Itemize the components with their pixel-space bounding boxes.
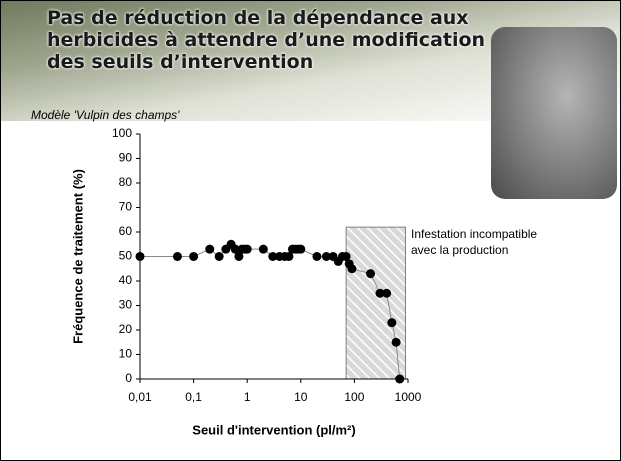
x-tick-label: 0,01 — [128, 390, 152, 404]
data-point — [172, 252, 182, 261]
data-point — [391, 337, 401, 347]
y-axis-title: Fréquence de traitement (%) — [70, 169, 85, 344]
photo — [491, 27, 617, 199]
y-tick-label: 60 — [119, 224, 133, 238]
data-point — [205, 244, 215, 254]
y-tick-label: 40 — [119, 273, 133, 287]
data-point — [375, 288, 385, 298]
hatched-region — [345, 226, 406, 380]
data-point — [230, 244, 240, 254]
x-tick-label: 1 — [244, 390, 251, 404]
data-point — [135, 252, 145, 261]
data-point — [341, 252, 351, 261]
y-tick-label: 10 — [119, 347, 133, 361]
y-tick-label: 30 — [119, 298, 133, 312]
y-tick-label: 80 — [119, 175, 133, 189]
y-tick-label: 90 — [119, 151, 133, 165]
annotation: Infestation incompatible — [411, 227, 537, 241]
data-point — [395, 374, 405, 384]
data-point — [234, 252, 244, 261]
data-point — [268, 252, 278, 261]
data-point — [387, 318, 397, 328]
data-point — [312, 252, 322, 261]
y-tick-label: 100 — [112, 126, 132, 140]
data-point — [347, 264, 357, 274]
data-point — [321, 252, 331, 261]
x-tick-label: 1000 — [395, 390, 422, 404]
slide-title: Pas de réduction de la dépendance aux he… — [47, 7, 486, 73]
annotation: avec la production — [411, 243, 508, 257]
x-tick-label: 100 — [344, 390, 364, 404]
y-tick-label: 0 — [125, 371, 132, 385]
data-point — [284, 252, 294, 261]
data-point — [366, 269, 376, 279]
x-tick-label: 10 — [294, 390, 308, 404]
x-tick-label: 0,1 — [185, 390, 202, 404]
data-point — [189, 252, 199, 261]
data-point — [214, 252, 224, 261]
x-axis-title: Seuil d'intervention (pl/m²) — [192, 422, 355, 437]
y-tick-label: 20 — [119, 322, 133, 336]
data-point — [296, 244, 306, 254]
data-point — [242, 244, 252, 254]
y-tick-label: 50 — [119, 249, 133, 263]
subtitle: Modèle 'Vulpin des champs' — [31, 108, 180, 122]
data-point — [382, 288, 392, 298]
data-point — [258, 244, 268, 254]
y-tick-label: 70 — [119, 200, 133, 214]
